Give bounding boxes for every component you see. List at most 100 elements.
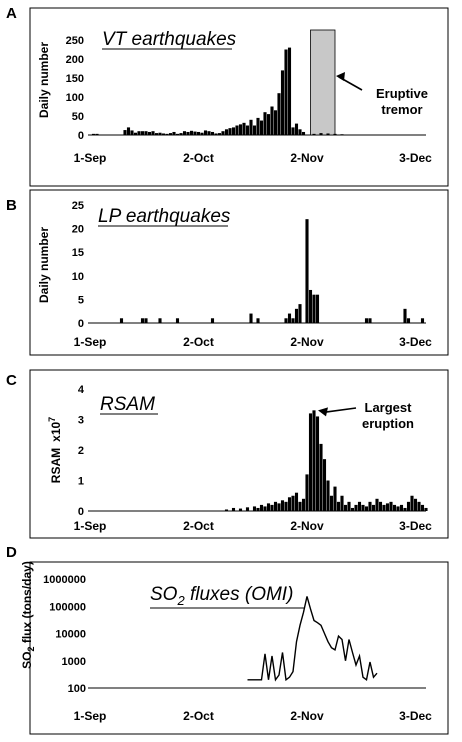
- panel-a-title: VT earthquakes: [102, 29, 237, 50]
- panel-c-bar: [284, 501, 288, 511]
- panel-c-bar: [406, 501, 411, 511]
- panel-d-y-tick-label: 100000: [49, 601, 86, 613]
- panel-c-bar: [403, 507, 407, 511]
- panel-c-bar: [259, 504, 264, 511]
- panel-a-bar: [333, 133, 337, 135]
- panel-vt-earthquakes: Daily number VT earthquakes 0 50 100 150 200…: [29, 7, 449, 187]
- panel-c-bar: [294, 492, 299, 511]
- panel-c-bar: [361, 504, 365, 511]
- panel-c-bar: [315, 416, 320, 511]
- panel-b-x-tick-label: 3-Dec: [399, 335, 432, 349]
- panel-d-title-sub: 2: [176, 593, 185, 608]
- panel-c-bar: [270, 504, 274, 511]
- panel-a-bar: [161, 133, 166, 135]
- panel-c-bar: [312, 410, 316, 511]
- panel-b-x-tick-label: 1-Sep: [74, 335, 107, 349]
- panel-b-y-tick-label: 15: [72, 247, 84, 259]
- panel-b-y-tick-label: 0: [78, 318, 84, 330]
- panel-b-bar: [210, 318, 215, 323]
- panel-c-ylabel-exp: 7: [47, 417, 57, 422]
- panel-d-y-tick-label: 1000000: [43, 574, 86, 586]
- panel-b-bar: [256, 318, 260, 323]
- panel-a-bar: [165, 133, 169, 135]
- panel-a-bar: [263, 112, 267, 135]
- panel-a-bar: [259, 120, 264, 135]
- panel-b-frame: [29, 189, 449, 356]
- panel-b-bar: [364, 318, 369, 323]
- panel-c-bar: [340, 495, 344, 511]
- panel-lp-earthquakes: Daily number LP earthquakes 0 5 10 15 20 25 1…: [29, 189, 449, 356]
- panel-c-bar: [329, 495, 334, 511]
- panel-a-bar: [182, 131, 187, 135]
- panel-a-bar: [217, 133, 222, 135]
- panel-c-bar: [396, 506, 400, 511]
- panel-a-bar: [91, 133, 96, 135]
- panel-a-y-tick-label: 0: [78, 130, 84, 142]
- eruptive-tremor-label: Eruptive: [376, 86, 428, 101]
- panel-c-bar: [350, 507, 355, 511]
- panel-c-bar: [333, 486, 337, 511]
- panel-c-bar: [413, 498, 418, 511]
- largest-eruption-arrowhead: [318, 407, 328, 417]
- panel-so2-fluxes: SO2 flux (tons/day) SO2 fluxes (OMI) 100…: [20, 561, 449, 735]
- panel-a-bar: [224, 129, 229, 135]
- panel-a-frame: [29, 7, 449, 187]
- panel-a-bar: [154, 133, 159, 135]
- panel-a-bar: [277, 93, 281, 135]
- panel-b-bar: [249, 313, 253, 323]
- panel-c-bar: [263, 506, 267, 511]
- panel-d-x-tick-label: 3-Dec: [399, 709, 432, 723]
- panel-d-title: SO2 fluxes (OMI): [150, 584, 293, 608]
- panel-b-ylabel: Daily number: [37, 227, 51, 303]
- panel-c-bar: [417, 501, 421, 511]
- panel-b-bar: [315, 294, 320, 323]
- panel-c-bar: [273, 501, 278, 511]
- panel-c-bar: [364, 506, 369, 511]
- panel-a-bar: [273, 110, 278, 135]
- largest-eruption-label: eruption: [362, 416, 414, 431]
- panel-a-y-tick-label: 200: [66, 54, 84, 66]
- panel-c-bar: [343, 504, 348, 511]
- panel-d-frame: [29, 561, 449, 735]
- panel-c-bar: [420, 504, 425, 511]
- panel-a-bar: [312, 133, 316, 135]
- panel-c-bar: [385, 503, 390, 511]
- panel-b-bar: [291, 318, 295, 323]
- panel-a-bar: [291, 127, 295, 135]
- panel-a-bar: [319, 133, 323, 135]
- panel-a-x-tick-label: 2-Nov: [290, 151, 324, 165]
- panel-a-bar: [280, 70, 285, 135]
- panel-a-bar: [221, 131, 225, 135]
- panel-a-ylabel: Daily number: [37, 42, 51, 118]
- panel-a-bar: [175, 133, 180, 135]
- panel-d-title-main: SO: [150, 584, 178, 605]
- panel-c-x-tick-label: 2-Oct: [183, 519, 214, 533]
- panel-c-ylabel: RSAM x107: [47, 417, 63, 483]
- panel-a-bar: [151, 131, 155, 135]
- panel-c-bar: [252, 506, 257, 511]
- panel-c-y-tick-label: 0: [78, 506, 84, 518]
- panel-a-bar: [137, 131, 141, 135]
- panel-b-bar: [175, 318, 180, 323]
- panel-c-bar: [389, 501, 393, 511]
- panel-a-bar: [144, 131, 148, 135]
- panel-b-bar: [312, 294, 316, 323]
- panel-c-bar: [371, 504, 376, 511]
- panel-a-y-tick-label: 250: [66, 35, 84, 47]
- panel-b-x-tick-label: 2-Nov: [290, 335, 324, 349]
- panel-c-bar: [238, 508, 243, 511]
- panel-c-y-tick-label: 4: [78, 384, 85, 396]
- panel-c-y-tick-label: 1: [78, 476, 84, 488]
- panel-c-bar: [256, 507, 260, 511]
- panel-d-x-tick-label: 2-Oct: [183, 709, 214, 723]
- panel-c-bar: [298, 501, 302, 511]
- panel-b-bar: [305, 219, 309, 323]
- panel-a-bar: [193, 131, 197, 135]
- panel-c-bar: [392, 504, 397, 511]
- panel-c-bar: [301, 498, 306, 511]
- panel-b-bar: [287, 313, 292, 323]
- panel-b-bar: [406, 318, 411, 323]
- panel-a-bar: [231, 127, 236, 135]
- panel-b-bar: [298, 304, 302, 323]
